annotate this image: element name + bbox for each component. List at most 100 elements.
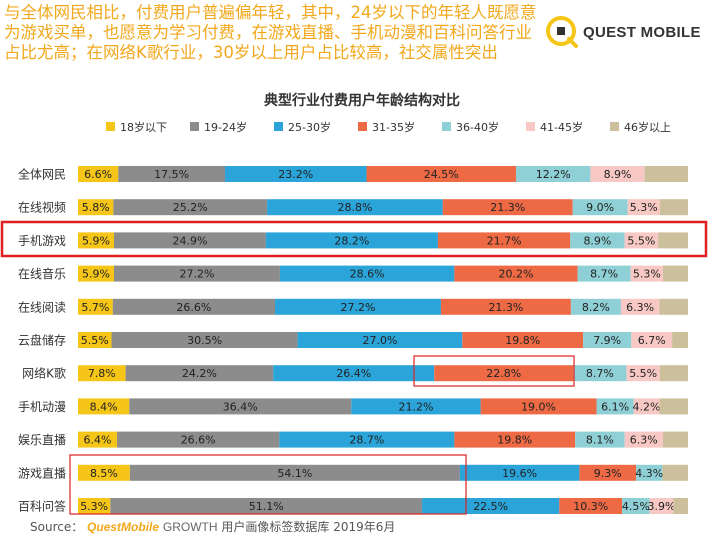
legend-swatch-6	[526, 122, 535, 131]
highlight-segment-box	[413, 355, 575, 387]
legend-label-6: 41-45岁	[540, 120, 583, 134]
data-label: 24.5%	[424, 168, 459, 181]
data-label: 5.3%	[630, 201, 658, 214]
data-label: 8.7%	[590, 268, 618, 281]
bar-segment	[659, 199, 688, 216]
bar-segment	[575, 431, 625, 448]
bar-segment	[559, 498, 623, 514]
chart-legend: 18岁以下 19-24岁 25-30岁 31-35岁 36-40岁 41-45岁 46岁以上	[106, 120, 671, 134]
category-label: 在线音乐	[18, 266, 66, 281]
data-label: 21.7%	[487, 234, 522, 247]
data-label: 5.7%	[81, 301, 109, 314]
data-label: 19.6%	[502, 467, 537, 480]
highlight-row-box	[0, 220, 708, 258]
bar-segment	[659, 398, 688, 415]
category-label: 在线视频	[18, 200, 66, 215]
data-label: 28.7%	[349, 434, 384, 447]
data-label: 8.7%	[586, 367, 614, 380]
data-label: 51.1%	[249, 500, 284, 513]
data-label: 23.2%	[278, 168, 313, 181]
category-label: 全体网民	[18, 167, 66, 182]
bar-segment	[627, 199, 660, 216]
category-label: 网络K歌	[22, 366, 66, 381]
bar-segment	[111, 332, 298, 348]
legend-swatch-7	[610, 122, 619, 131]
data-label: 5.8%	[82, 201, 110, 214]
legend-label-3: 25-30岁	[288, 120, 331, 134]
data-label: 27.0%	[362, 334, 397, 347]
data-label: 8.9%	[583, 234, 611, 247]
data-label: 27.2%	[341, 301, 376, 314]
data-label: 3.9%	[647, 500, 675, 513]
data-label: 21.3%	[488, 301, 523, 314]
data-label: 5.3%	[80, 500, 108, 513]
bar-segment	[673, 498, 688, 514]
highlight-group-box	[69, 454, 467, 515]
headline: 与全体网民相比，付费用户普遍偏年轻，其中，24岁以下的年轻人既愿意为游戏买单，也…	[4, 3, 537, 62]
data-label: 30.5%	[187, 334, 222, 347]
data-label: 26.4%	[336, 367, 371, 380]
bar-segment	[129, 398, 352, 415]
data-label: 4.3%	[635, 467, 663, 480]
bar-segment	[279, 265, 455, 282]
chart-rows: 全体网民 6.6% 17.5% 23.2% 24.5% 12.2% 8.9% 在线视频 5.8%…	[18, 166, 688, 514]
category-label: 游戏直播	[18, 466, 66, 480]
bar-segment	[78, 232, 114, 249]
bar-segment	[78, 265, 114, 282]
bar-segment	[570, 232, 625, 249]
category-label: 手机游戏	[18, 234, 66, 248]
bar-segment	[78, 298, 113, 315]
data-label: 22.5%	[473, 500, 508, 513]
data-label: 24.2%	[182, 367, 217, 380]
bar-segment	[442, 199, 573, 216]
data-label: 22.8%	[486, 367, 521, 380]
quest-mobile-logo: QUEST MOBILE	[543, 12, 713, 52]
bar-segment	[672, 332, 688, 348]
data-label: 5.9%	[82, 268, 110, 281]
bar-segment	[267, 199, 443, 216]
bar-segment	[579, 464, 637, 481]
source-text: 用户画像标签数据库 2019年6月	[221, 520, 396, 534]
data-label: 5.5%	[629, 367, 657, 380]
bar-segment	[624, 431, 663, 448]
data-label: 7.8%	[88, 367, 116, 380]
bar-segment	[644, 166, 688, 182]
data-label: 6.7%	[638, 334, 666, 347]
data-label: 21.2%	[398, 400, 433, 413]
bar-segment	[78, 365, 126, 382]
bar-segment	[110, 498, 423, 514]
data-label: 8.1%	[586, 434, 614, 447]
bar-segment	[112, 298, 276, 315]
bar-segment	[596, 398, 634, 415]
chart-title: 典型行业付费用户年龄结构对比	[264, 92, 460, 109]
data-label: 10.3%	[573, 500, 608, 513]
bar-segment	[113, 199, 268, 216]
legend-label-4: 31-35岁	[372, 120, 415, 134]
bar-segment	[297, 332, 463, 348]
category-label: 娱乐直播	[18, 433, 66, 447]
bar-segment	[129, 464, 460, 481]
bar-segment	[275, 298, 441, 315]
bar-segment	[459, 464, 580, 481]
bar-segment	[590, 166, 645, 182]
logo-mark-icon	[546, 16, 578, 48]
data-label: 17.5%	[154, 168, 189, 181]
bar-segment	[125, 365, 274, 382]
bar-segment	[265, 232, 438, 249]
category-label: 云盘储存	[18, 333, 66, 348]
data-label: 19.8%	[505, 334, 540, 347]
data-label: 9.0%	[586, 201, 614, 214]
bar-segment	[462, 332, 584, 348]
bar-segment	[117, 431, 280, 448]
bar-segment	[631, 332, 673, 348]
bar-segment	[659, 365, 688, 382]
legend-label-1: 18岁以下	[120, 120, 167, 134]
data-label: 8.2%	[582, 301, 610, 314]
logo-text: QUEST MOBILE	[583, 24, 701, 41]
bar-segment	[662, 265, 688, 282]
bar-segment	[633, 398, 660, 415]
bar-segment	[515, 166, 591, 182]
bar-segment	[78, 199, 114, 216]
category-label: 百科问答	[18, 499, 66, 514]
